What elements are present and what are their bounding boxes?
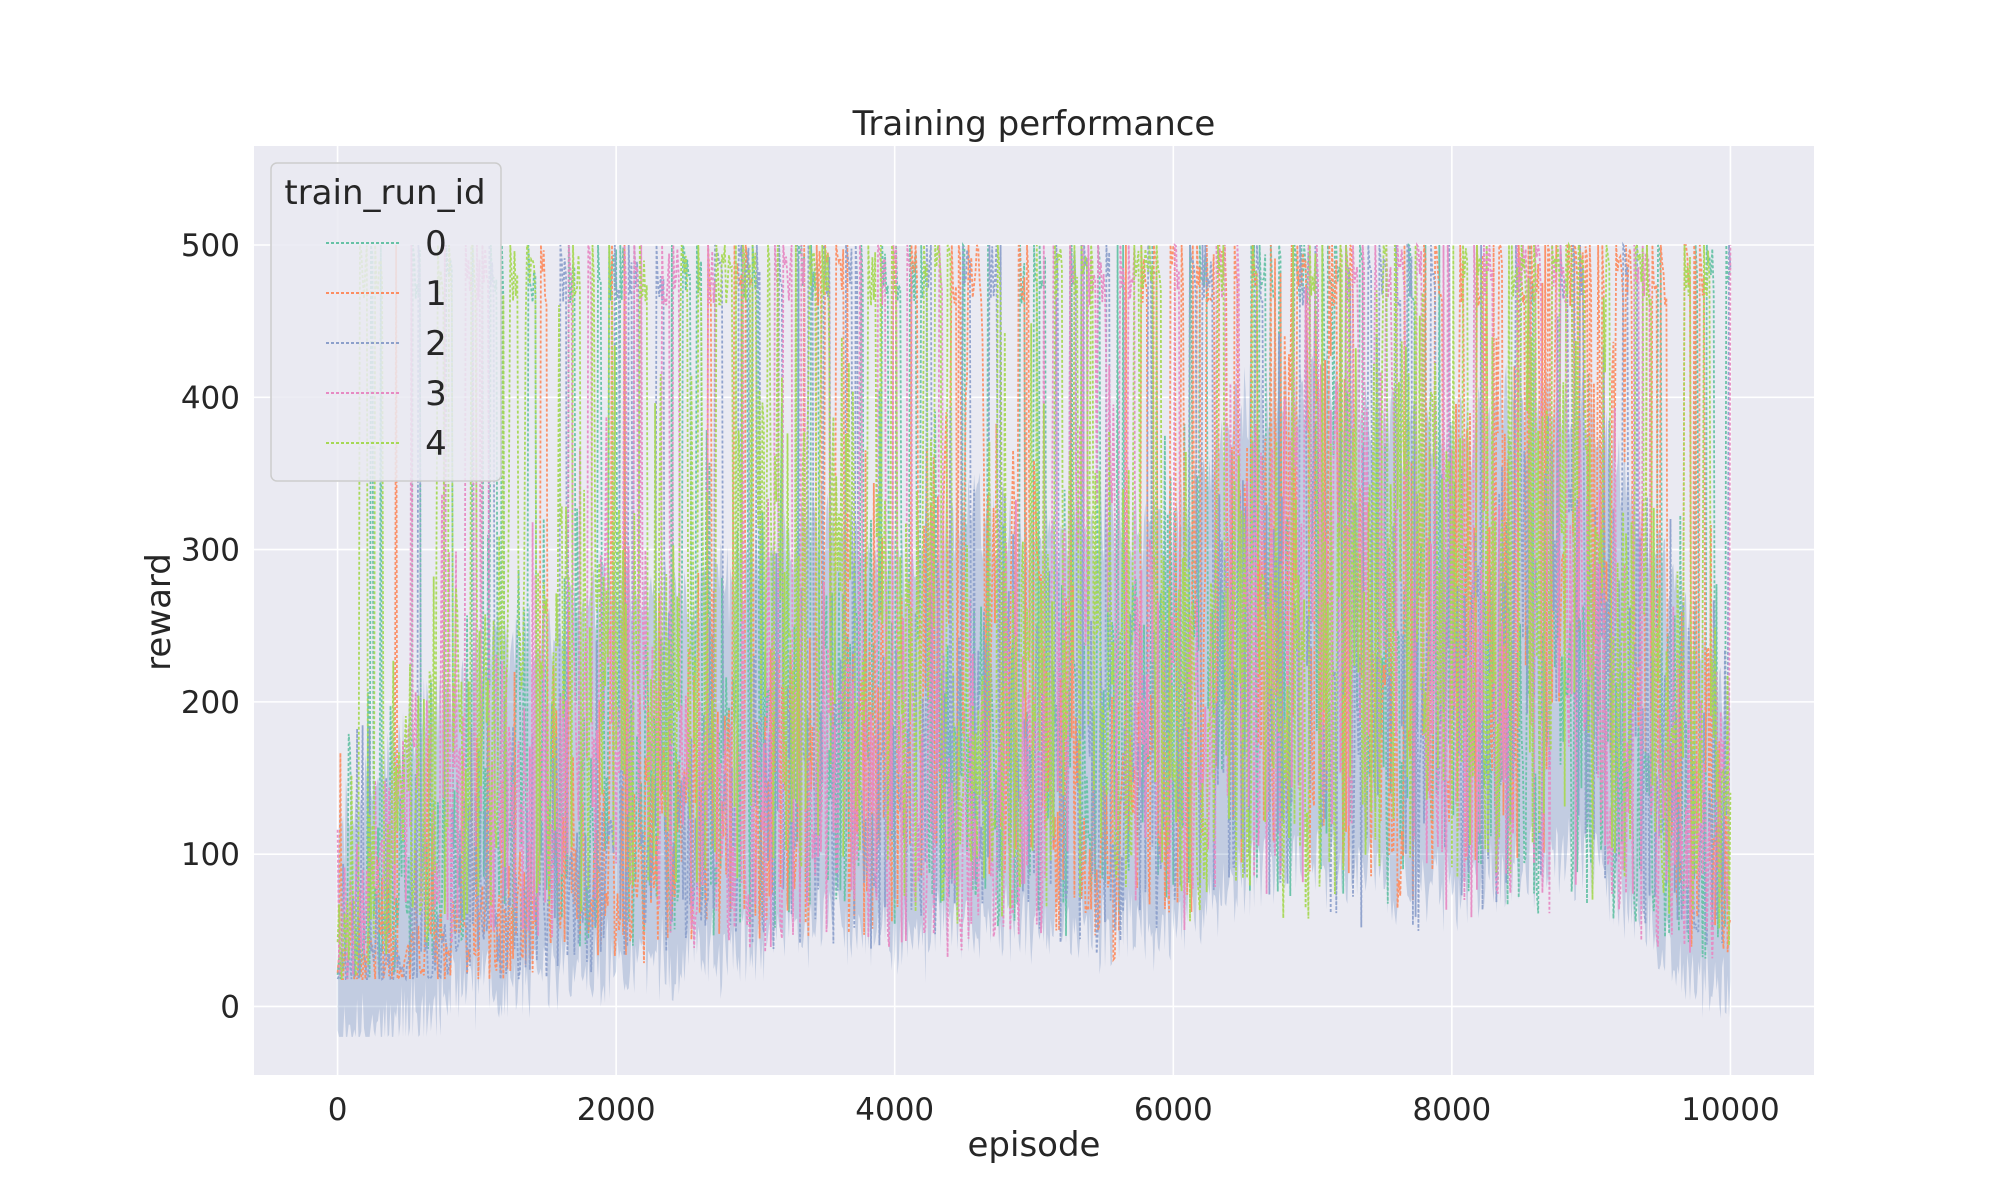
y-tick-label: 200 <box>181 685 240 721</box>
y-tick-label: 300 <box>181 533 240 569</box>
chart-title: Training performance <box>852 104 1216 144</box>
tick-label-layer: 0 2000 4000 6000 8000 10000 0 100 200 300 400 500 <box>181 228 1780 1128</box>
y-axis-label: reward <box>139 553 179 671</box>
x-tick-label: 8000 <box>1412 1092 1491 1128</box>
legend: train_run_id 0 1 2 3 4 <box>270 162 502 482</box>
legend-label-2: 2 <box>425 324 447 364</box>
legend-label-1: 1 <box>425 274 447 314</box>
x-tick-label: 6000 <box>1134 1092 1213 1128</box>
y-tick-label: 400 <box>181 380 240 416</box>
y-tick-label: 500 <box>181 228 240 264</box>
x-tick-label: 2000 <box>577 1092 656 1128</box>
legend-label-3: 3 <box>425 374 447 414</box>
x-tick-label: 10000 <box>1681 1092 1780 1128</box>
legend-label-4: 4 <box>425 424 447 464</box>
x-tick-label: 4000 <box>855 1092 934 1128</box>
legend-title: train_run_id <box>284 173 485 213</box>
x-tick-label: 0 <box>328 1092 348 1128</box>
y-tick-label: 0 <box>220 989 240 1025</box>
series-line-4 <box>336 241 1732 980</box>
series-layer <box>336 241 1732 982</box>
legend-label-0: 0 <box>425 224 447 264</box>
x-axis-label: episode <box>968 1125 1101 1165</box>
y-tick-label: 100 <box>181 837 240 873</box>
legend-items: 0 1 2 3 4 <box>326 224 447 464</box>
